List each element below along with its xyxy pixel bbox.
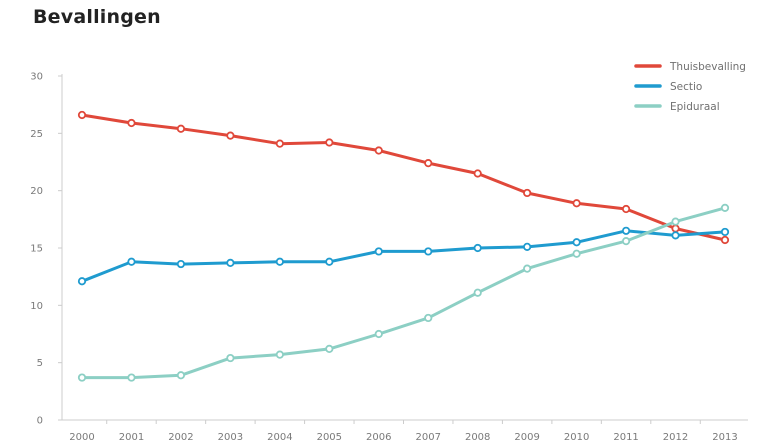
data-point-series-1: [226, 131, 235, 140]
data-point-series-1: [671, 224, 680, 233]
data-point-series-2: [275, 257, 284, 266]
x-tick-label: 2007: [416, 432, 441, 443]
data-point-series-3: [77, 373, 87, 382]
y-tick-label: 15: [30, 244, 43, 255]
data-point-series-3: [275, 350, 284, 359]
data-point-series-1: [275, 139, 284, 148]
data-point-series-2: [720, 227, 730, 237]
series-line-2: [80, 229, 727, 283]
data-point-series-1: [127, 118, 136, 128]
data-point-series-2: [325, 257, 334, 266]
legend-label: Epiduraal: [670, 101, 720, 113]
data-point-series-3: [127, 373, 136, 382]
x-tick-label: 2004: [267, 432, 292, 443]
x-tick-label: 2009: [514, 432, 539, 443]
data-point-series-3: [720, 203, 730, 212]
data-point-series-2: [127, 257, 136, 266]
chart-title: Bevallingen: [33, 6, 161, 28]
x-tick-label: 2012: [663, 432, 688, 443]
x-tick-label: 2010: [564, 432, 589, 443]
data-point-series-3: [226, 353, 235, 363]
data-point-series-3: [671, 217, 680, 226]
x-tick-label: 2001: [119, 432, 144, 443]
data-point-series-2: [424, 247, 433, 256]
data-point-series-3: [374, 329, 383, 339]
series-line-3: [80, 206, 727, 380]
data-point-series-1: [325, 138, 334, 147]
y-tick-label: 10: [30, 301, 43, 312]
data-point-series-2: [77, 277, 87, 286]
data-point-series-2: [374, 247, 383, 256]
data-point-series-1: [621, 204, 631, 214]
y-tick-label: 20: [30, 186, 43, 197]
data-point-series-1: [523, 188, 532, 198]
data-point-series-2: [621, 226, 631, 235]
x-tick-label: 2003: [218, 432, 243, 443]
x-tick-label: 2013: [712, 432, 737, 443]
y-tick-label: 5: [37, 358, 43, 369]
y-tick-label: 25: [30, 129, 43, 140]
legend-label: Sectio: [670, 81, 702, 93]
x-tick-label: 2008: [465, 432, 490, 443]
data-point-series-1: [176, 124, 186, 133]
data-point-series-1: [473, 169, 482, 178]
x-tick-label: 2005: [317, 432, 342, 443]
data-point-series-2: [671, 231, 680, 240]
data-point-series-2: [176, 259, 186, 269]
y-tick-label: 30: [30, 72, 43, 83]
data-point-series-3: [523, 264, 532, 273]
legend-label: Thuisbevalling: [669, 61, 746, 73]
x-tick-label: 2002: [168, 432, 193, 443]
data-point-series-2: [226, 258, 235, 268]
series-line-1: [80, 113, 727, 242]
data-point-series-3: [176, 371, 186, 380]
data-point-series-2: [523, 242, 532, 251]
data-point-series-3: [621, 237, 631, 246]
data-point-series-1: [572, 199, 581, 208]
data-point-series-2: [572, 238, 581, 247]
data-point-series-3: [325, 344, 334, 354]
data-point-series-2: [473, 243, 482, 253]
data-point-series-3: [572, 249, 581, 258]
x-tick-label: 2011: [613, 432, 638, 443]
data-point-series-1: [720, 235, 730, 245]
data-point-series-1: [424, 159, 433, 168]
data-point-series-1: [374, 146, 383, 155]
data-point-series-3: [473, 288, 482, 297]
y-tick-label: 0: [37, 416, 43, 427]
x-tick-label: 2006: [366, 432, 391, 443]
data-point-series-3: [424, 313, 433, 323]
x-tick-label: 2000: [69, 432, 94, 443]
data-point-series-1: [77, 110, 87, 120]
